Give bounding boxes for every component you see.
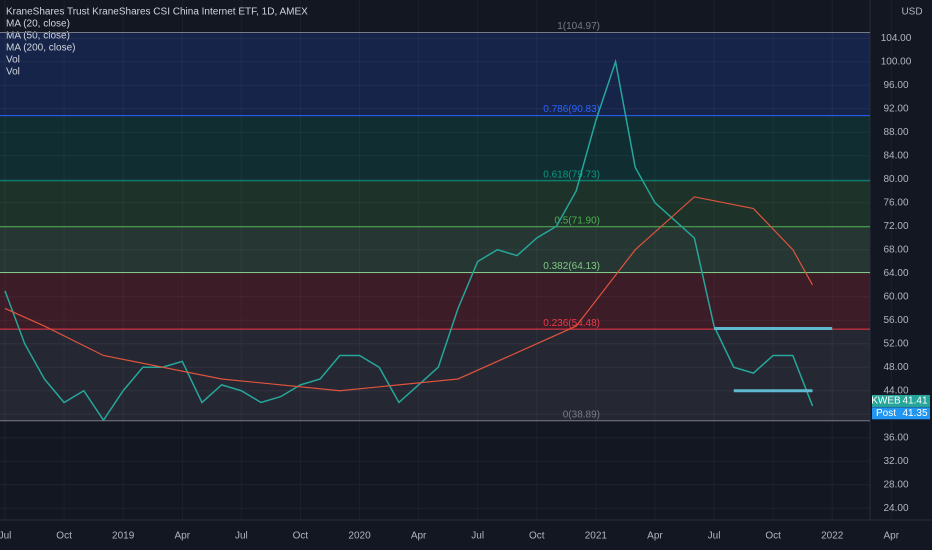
- x-tick-label: Oct: [293, 531, 309, 542]
- y-tick-label: 64.00: [883, 268, 908, 279]
- fib-label: 0.618(79.73): [543, 169, 600, 180]
- x-tick-label: Jul: [471, 531, 484, 542]
- y-tick-label: 100.00: [881, 56, 912, 67]
- fib-label: 0(38.89): [563, 409, 600, 420]
- x-tick-label: Apr: [884, 531, 900, 542]
- y-tick-label: 92.00: [883, 103, 908, 114]
- y-tick-label: 44.00: [883, 385, 908, 396]
- price-line: [4, 196, 814, 392]
- fib-band: [0, 226, 870, 273]
- y-tick-label: 84.00: [883, 150, 908, 161]
- y-tick-label: 76.00: [883, 197, 908, 208]
- price-tag: [872, 394, 900, 407]
- fib-band: [0, 32, 870, 116]
- y-tick-label: 52.00: [883, 338, 908, 349]
- indicator-label: MA (200, close): [6, 43, 75, 54]
- x-tick-label: 2020: [348, 531, 371, 542]
- y-tick-label: 24.00: [883, 503, 908, 514]
- price-line: [4, 58, 814, 422]
- y-tick-label: 68.00: [883, 244, 908, 255]
- price-tag-label: 41.41: [902, 396, 927, 407]
- fib-label: 0.236(54.48): [543, 318, 600, 329]
- price-tag: [872, 407, 900, 420]
- x-tick-label: Apr: [647, 531, 663, 542]
- x-tick-label: 2019: [112, 531, 135, 542]
- indicator-label: Vol: [6, 55, 20, 66]
- fib-band: [0, 180, 870, 227]
- x-tick-label: 2021: [585, 531, 608, 542]
- x-tick-label: Jul: [708, 531, 721, 542]
- x-tick-label: Jul: [0, 531, 11, 542]
- currency-label: USD: [901, 7, 922, 18]
- y-tick-label: 72.00: [883, 221, 908, 232]
- fib-label: 0.382(64.13): [543, 261, 600, 272]
- x-tick-label: Apr: [411, 531, 427, 542]
- indicator-label: Vol: [6, 67, 20, 78]
- y-tick-label: 48.00: [883, 362, 908, 373]
- y-tick-label: 104.00: [881, 33, 912, 44]
- fib-label: 1(104.97): [557, 21, 600, 32]
- y-tick-label: 56.00: [883, 315, 908, 326]
- price-tag-name: KWEB: [871, 396, 901, 407]
- y-tick-label: 60.00: [883, 291, 908, 302]
- y-tick-label: 80.00: [883, 174, 908, 185]
- x-tick-label: Oct: [765, 531, 781, 542]
- fib-label: 0.786(90.83): [543, 104, 600, 115]
- price-tag-box: [900, 407, 930, 420]
- fib-band: [0, 115, 870, 181]
- x-tick-label: Jul: [235, 531, 248, 542]
- y-tick-label: 36.00: [883, 432, 908, 443]
- y-tick-label: 96.00: [883, 80, 908, 91]
- indicator-label: MA (50, close): [6, 31, 70, 42]
- y-tick-label: 32.00: [883, 456, 908, 467]
- x-tick-label: Apr: [174, 531, 190, 542]
- price-tag-box: [900, 394, 930, 407]
- fib-band: [0, 272, 870, 330]
- chart-title: KraneShares Trust KraneShares CSI China …: [6, 7, 308, 18]
- x-tick-label: 2022: [821, 531, 844, 542]
- y-tick-label: 28.00: [883, 479, 908, 490]
- price-tag-label: 41.35: [902, 408, 927, 419]
- price-tag-name: Post: [876, 408, 896, 419]
- fib-band: [0, 329, 870, 421]
- fib-label: 0.5(71.90): [554, 215, 600, 226]
- x-tick-label: Oct: [56, 531, 72, 542]
- indicator-label: MA (20, close): [6, 19, 70, 30]
- y-tick-label: 88.00: [883, 127, 908, 138]
- x-tick-label: Oct: [529, 531, 545, 542]
